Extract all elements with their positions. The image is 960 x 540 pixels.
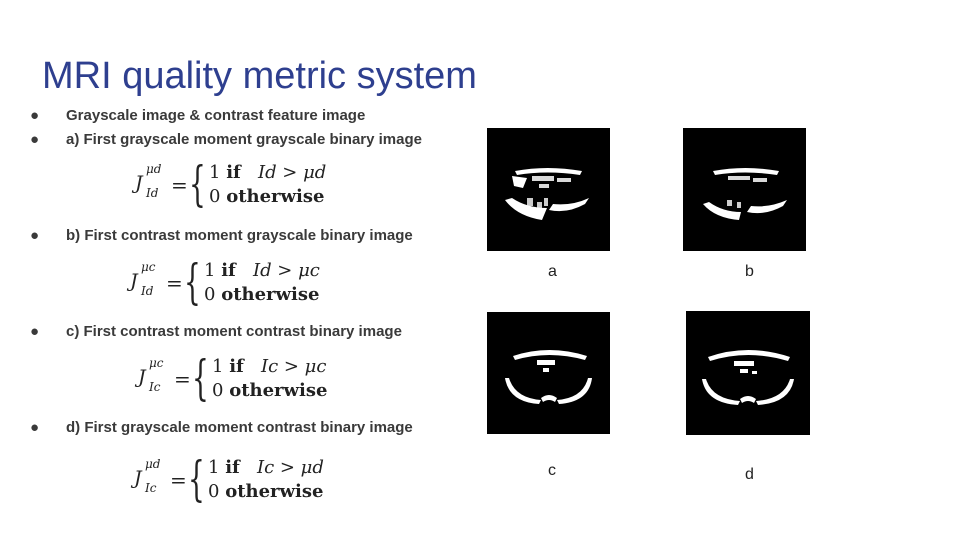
bullet-text: b) First contrast moment grayscale binar… [66, 227, 413, 244]
brace: { [189, 156, 206, 212]
bullet-text: c) First contrast moment contrast binary… [66, 323, 402, 340]
case-true: 1 if Ic > μc [212, 356, 327, 377]
slide-title: MRI quality metric system [42, 55, 477, 97]
bullet-dot: ● [30, 131, 40, 148]
bullet-text: a) First grayscale moment grayscale bina… [66, 131, 422, 148]
equals-sign: = [170, 468, 187, 492]
equals-sign: = [171, 173, 188, 197]
case-false: 0 otherwise [208, 481, 324, 502]
bullet-text: Grayscale image & contrast feature image [66, 107, 366, 124]
bullet-dot: ● [30, 419, 40, 436]
bullet-dot: ● [30, 323, 40, 340]
case-false: 0 otherwise [204, 284, 320, 305]
brace: { [192, 350, 209, 406]
image-label-b: b [745, 263, 754, 280]
case-false: 0 otherwise [212, 380, 328, 401]
equals-sign: = [174, 367, 191, 391]
mri-binary-image-a [487, 128, 610, 251]
equals-sign: = [166, 271, 183, 295]
mri-binary-image-d [686, 311, 810, 435]
case-true: 1 if Id > μc [204, 260, 320, 281]
brace: { [184, 254, 201, 310]
image-label-c: c [548, 462, 556, 479]
bullet-dot: ● [30, 227, 40, 244]
case-false: 0 otherwise [209, 186, 325, 207]
case-true: 1 if Id > μd [209, 162, 327, 183]
mri-binary-image-c [487, 312, 610, 434]
image-label-a: a [548, 263, 557, 280]
brace: { [188, 451, 205, 507]
case-true: 1 if Ic > μd [208, 457, 324, 478]
mri-binary-image-b [683, 128, 806, 251]
bullet-dot: ● [30, 107, 40, 124]
bullet-text: d) First grayscale moment contrast binar… [66, 419, 413, 436]
image-label-d: d [745, 466, 754, 483]
